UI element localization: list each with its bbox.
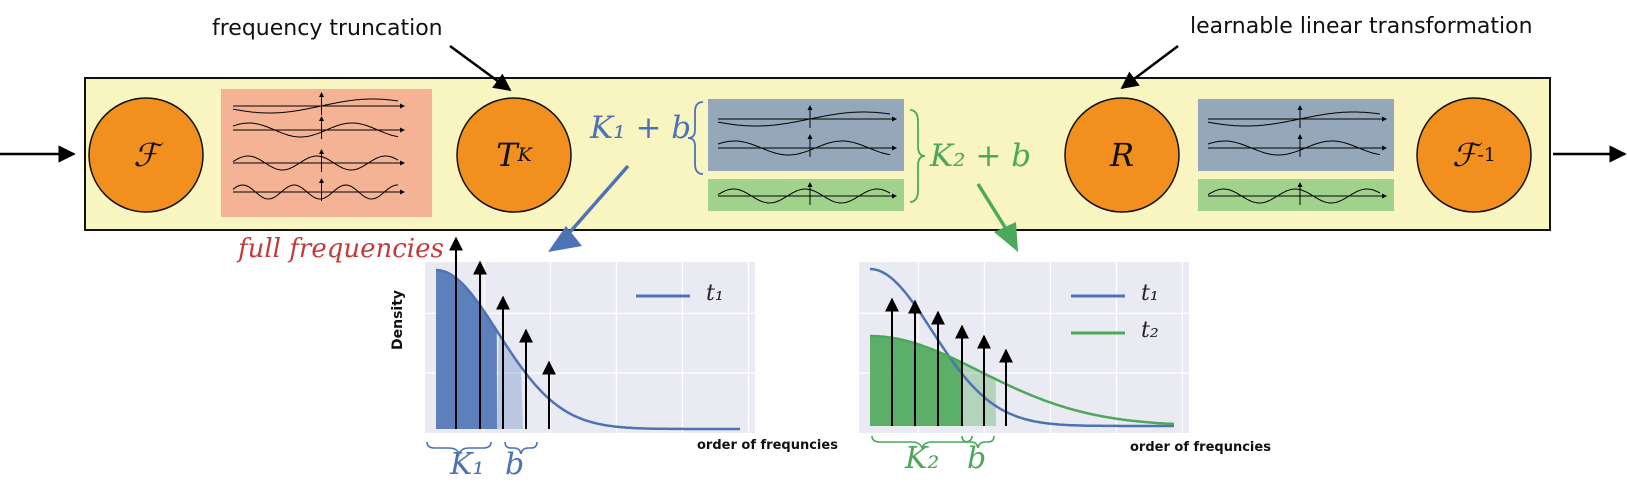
right-legend-t1: t₁ [1141, 281, 1159, 306]
green-pointer-head [994, 222, 1018, 252]
right-t1-curve [869, 267, 1174, 428]
mid-k-wave-2-curve [717, 140, 891, 156]
mid-b-wave-curve [717, 188, 891, 204]
b-waves-box-right [1198, 179, 1394, 211]
left-t1-curve [435, 268, 740, 431]
left-b-label: b [505, 447, 525, 482]
right-b-area [962, 363, 996, 426]
linear-pointer-arrow [1120, 45, 1179, 90]
grouped-waves [717, 105, 1387, 205]
left-k1-brace [426, 441, 492, 457]
ff-wave-2-curve [232, 122, 399, 138]
ff-wave-4-curve [232, 184, 398, 200]
right-b-wave-curve [1207, 188, 1381, 204]
fourier-node [88, 97, 204, 213]
right-plot-marks [869, 267, 1175, 428]
ff-wave-1-curve [232, 98, 399, 114]
right-t2-curve [870, 334, 1175, 426]
right-xlabel: order of frequncies [1130, 440, 1271, 455]
inverse-fourier-node [1416, 97, 1532, 213]
left-k1-label: K₁ [450, 447, 485, 482]
right-k-wave-1-curve [1207, 111, 1381, 127]
right-k2-label: K₂ [905, 441, 940, 476]
left-legend-t1: t₁ [706, 281, 724, 306]
left-b-brace [504, 441, 538, 455]
right-legend-t2: t₂ [1141, 318, 1159, 343]
b-waves-box-mid [708, 179, 904, 211]
full-frequencies-waves [232, 92, 405, 201]
k1-waves-box-right [1198, 99, 1394, 171]
mid-k-wave-1-curve [717, 111, 891, 127]
right-k-wave-2-curve [1207, 140, 1381, 156]
frequency-truncation-label: frequency truncation [212, 16, 443, 41]
green-pointer-arrow [976, 183, 1010, 233]
blue-brace [687, 101, 704, 175]
green-brace [909, 109, 926, 203]
k1-waves-box [708, 99, 904, 171]
truncation-pointer-arrow [449, 44, 512, 92]
k1-plus-b-label: K₁ + b [590, 110, 692, 146]
right-b-brace [961, 435, 995, 449]
linear-node [1064, 97, 1180, 213]
truncation-node [456, 97, 572, 213]
ff-wave-3-curve [232, 155, 399, 171]
left-xlabel: order of frequncies [697, 438, 838, 453]
full-frequencies-label: full frequencies [238, 234, 444, 264]
left-ylabel: Density [390, 289, 406, 350]
learnable-linear-label: learnable linear transformation [1190, 14, 1533, 39]
blue-pointer-head [548, 226, 582, 252]
left-plot-marks [435, 236, 740, 431]
full-frequencies-box [221, 89, 432, 217]
k2-plus-b-label: K₂ + b [930, 138, 1032, 174]
right-b-label: b [967, 441, 987, 476]
